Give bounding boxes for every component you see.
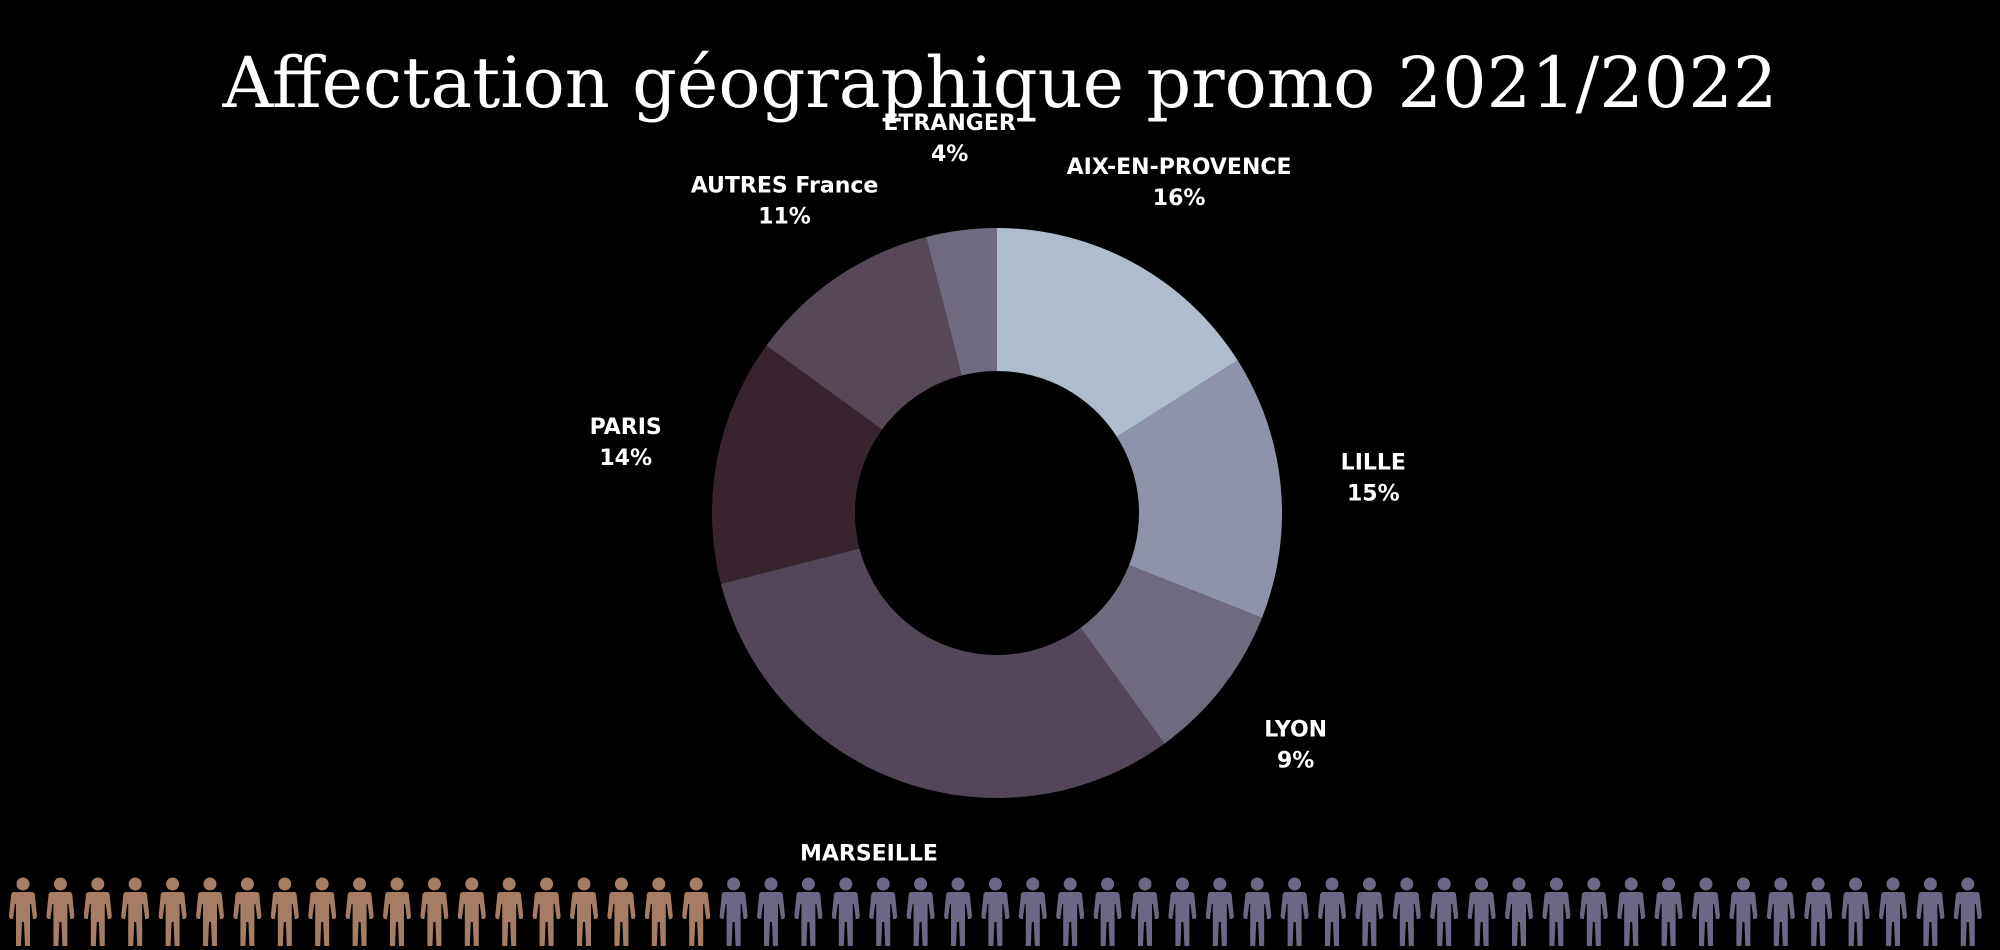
slice-aix-en-provence	[997, 228, 1238, 437]
slice-label-name: PARIS	[590, 415, 662, 440]
slice-label: AUTRES France 11%	[691, 173, 879, 229]
slice-lille	[1116, 360, 1282, 618]
slice-label-value: 14%	[599, 446, 652, 471]
person-icon	[1579, 877, 1608, 946]
slice-label-name: AIX-EN-PROVENCE	[1067, 155, 1292, 180]
chart-title: Affectation géographique promo 2021/2022	[222, 42, 1778, 124]
slice-paris	[712, 345, 883, 584]
person-icon	[1355, 877, 1384, 946]
person-icon	[944, 877, 972, 946]
slice-label-value: 16%	[1153, 186, 1206, 211]
person-icon	[308, 877, 337, 946]
person-icon	[495, 877, 524, 946]
donut-chart: AIX-EN-PROVENCE 16% LILLE 15% LYON 9% MARSEILL…	[590, 111, 1406, 870]
person-icon	[1280, 877, 1309, 946]
person-icon	[1056, 877, 1085, 946]
person-icon	[1916, 877, 1945, 946]
people-row	[9, 877, 1982, 946]
person-icon	[794, 877, 823, 946]
person-icon	[831, 877, 860, 946]
person-icon	[1804, 877, 1833, 946]
person-icon	[1430, 877, 1459, 946]
person-icon	[9, 877, 37, 946]
slice-lyon	[1080, 565, 1262, 744]
person-icon	[906, 877, 935, 946]
person-icon	[1093, 877, 1122, 946]
person-icon	[607, 877, 636, 946]
slice-etranger	[926, 228, 997, 376]
slice-label-value: 4%	[931, 142, 968, 167]
person-icon	[121, 877, 150, 946]
slice-label: MARSEILLE31%	[800, 842, 938, 870]
slice-autres-france	[766, 236, 962, 430]
person-icon	[1467, 877, 1496, 946]
slice-label-name: ETRANGER	[883, 111, 1016, 136]
person-icon	[570, 877, 598, 946]
donut-slices	[712, 228, 1282, 798]
person-icon	[1953, 877, 1982, 946]
person-icon	[981, 877, 1010, 946]
person-icon	[383, 877, 411, 946]
person-icon	[869, 877, 898, 946]
person-icon	[1879, 877, 1907, 946]
person-icon	[158, 877, 187, 946]
slice-label: PARIS 14%	[590, 415, 662, 471]
slice-label-value: 15%	[1347, 481, 1400, 506]
person-icon	[719, 877, 748, 946]
person-icon	[345, 877, 374, 946]
person-icon	[270, 877, 299, 946]
person-icon	[644, 877, 673, 946]
slice-label: AIX-EN-PROVENCE 16%	[1067, 155, 1292, 211]
slice-labels: AIX-EN-PROVENCE 16% LILLE 15% LYON 9% MARSEILL…	[590, 111, 1406, 870]
person-icon	[233, 877, 262, 946]
person-icon	[682, 877, 711, 946]
slice-label-value: 9%	[1277, 749, 1314, 774]
slice-label-name: LILLE	[1341, 450, 1406, 475]
slice-label: LILLE 15%	[1341, 450, 1406, 506]
person-icon	[1505, 877, 1533, 946]
slice-label-name: AUTRES France	[691, 173, 879, 198]
person-icon	[1168, 877, 1197, 946]
person-icon	[196, 877, 224, 946]
slice-label-name: LYON	[1264, 718, 1327, 743]
person-icon	[757, 877, 785, 946]
person-icon	[1841, 877, 1870, 946]
person-icon	[1131, 877, 1159, 946]
person-icon	[1392, 877, 1421, 946]
person-icon	[46, 877, 75, 946]
person-icon	[1766, 877, 1795, 946]
person-icon	[532, 877, 561, 946]
person-icon	[1318, 877, 1346, 946]
person-icon	[1729, 877, 1758, 946]
person-icon	[1542, 877, 1571, 946]
slice-label-name: MARSEILLE	[800, 842, 938, 867]
person-icon	[1018, 877, 1047, 946]
slice-label: ETRANGER 4%	[883, 111, 1016, 167]
slice-label-value: 11%	[758, 204, 811, 229]
person-icon	[1654, 877, 1683, 946]
slice-label: LYON 9%	[1264, 718, 1327, 774]
person-icon	[1243, 877, 1272, 946]
person-icon	[1205, 877, 1234, 946]
person-icon	[1617, 877, 1646, 946]
person-icon	[1692, 877, 1720, 946]
person-icon	[420, 877, 449, 946]
person-icon	[83, 877, 112, 946]
slice-marseille	[720, 548, 1165, 798]
person-icon	[457, 877, 486, 946]
